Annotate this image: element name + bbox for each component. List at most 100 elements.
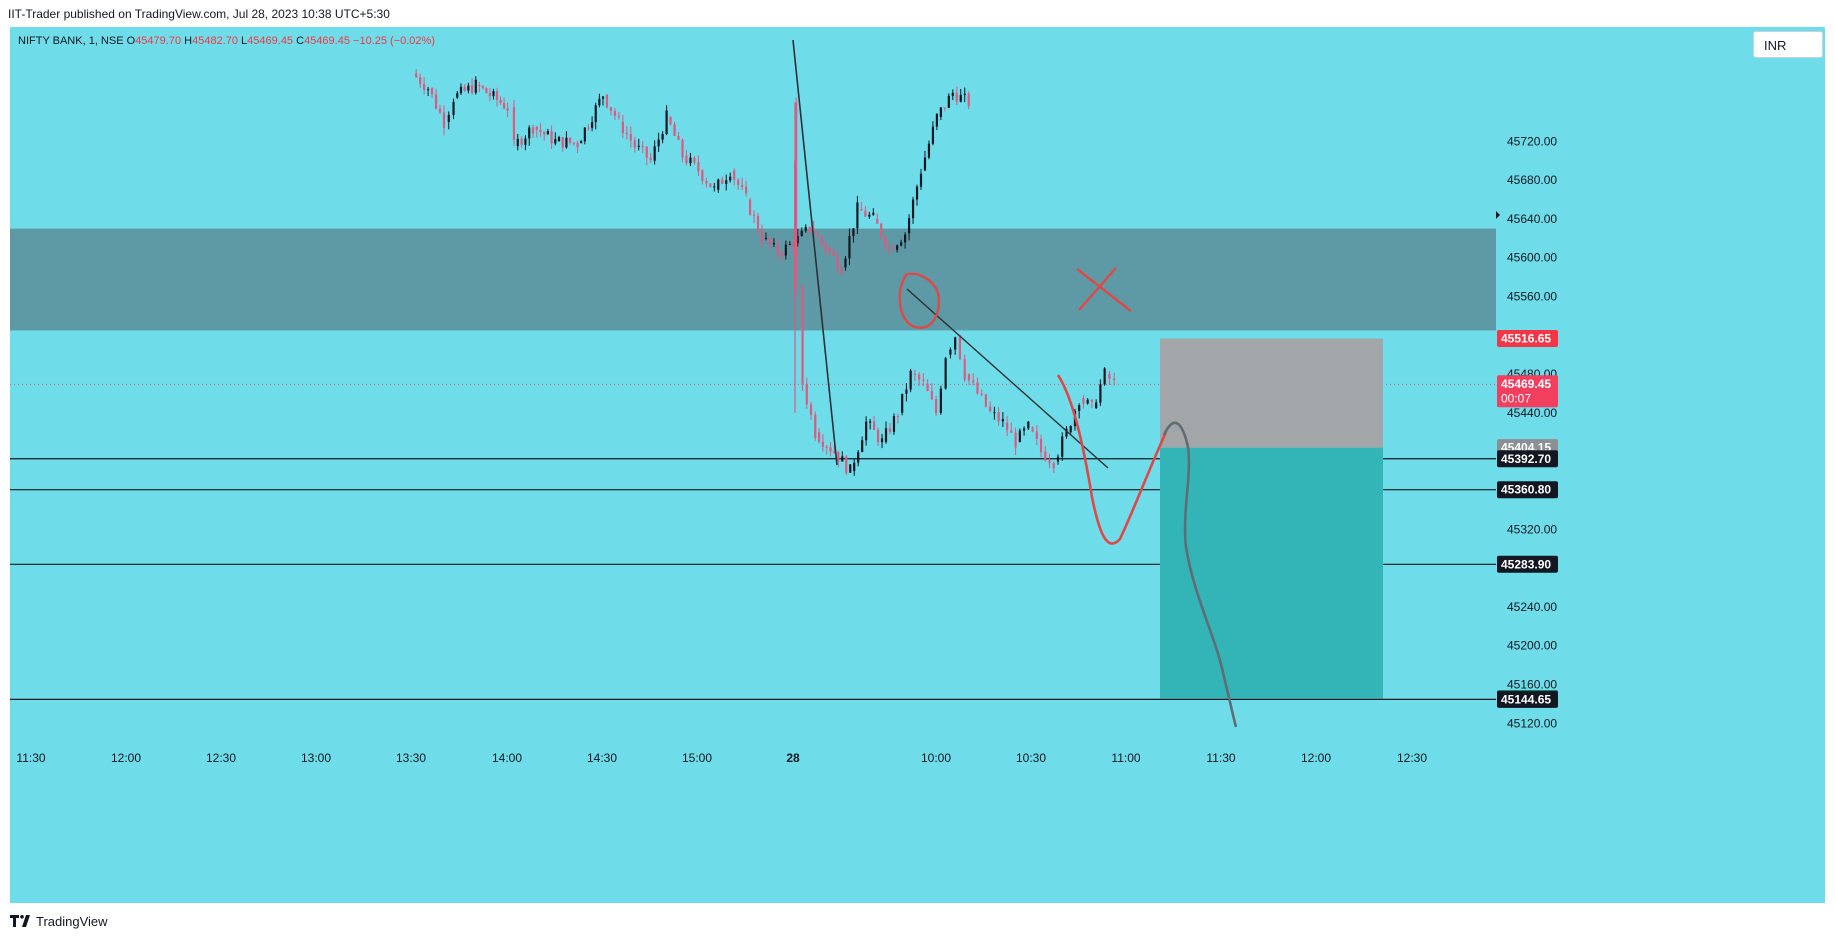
candle [918, 372, 921, 386]
stop-loss-box[interactable] [1160, 338, 1383, 448]
candle [776, 238, 779, 260]
x-tick-label: 12:00 [1301, 751, 1331, 765]
candle [861, 436, 864, 453]
candle [645, 146, 648, 166]
candle [721, 176, 724, 185]
candle [848, 228, 851, 266]
candle [967, 373, 971, 386]
candle [1027, 420, 1030, 431]
candle [959, 88, 962, 103]
price-label-text: 45516.65 [1501, 332, 1551, 346]
candle [701, 169, 704, 185]
legend-close: 45469.45 [304, 35, 350, 47]
price-label-5: 45283.90 [1497, 555, 1558, 573]
candle [657, 132, 660, 152]
candle [900, 239, 903, 247]
chart-area[interactable]: 45720.00 45680.00 45640.00 45600.00 45560.00… [10, 27, 1825, 903]
candle [944, 356, 947, 390]
x-tick-label: 13:00 [301, 751, 331, 765]
trend-line-descending[interactable] [906, 288, 1109, 469]
candle [857, 450, 860, 467]
candle [872, 415, 876, 431]
red-circle-drawing[interactable] [898, 272, 941, 329]
currency-button[interactable]: INR [1753, 31, 1823, 58]
price-label-0: 45516.65 [1497, 330, 1558, 348]
legend-low: 45469.45 [247, 35, 294, 47]
candle [829, 441, 832, 457]
candle [951, 89, 954, 101]
candle [997, 407, 1000, 426]
axis-marker-icon [1496, 211, 1500, 219]
candle [820, 235, 823, 248]
candle [980, 389, 983, 397]
legend-change: −10.25 (−0.02%) [353, 35, 435, 47]
candle [930, 383, 933, 401]
y-tick-label: 45440.00 [1507, 406, 1557, 420]
candle [888, 423, 892, 435]
candle-gap-down [794, 102, 797, 413]
candle [737, 177, 740, 190]
candle [528, 125, 531, 146]
y-tick-label: 45240.00 [1507, 600, 1557, 614]
candle [872, 208, 875, 216]
candle [923, 150, 927, 172]
candle [733, 168, 736, 186]
candle [828, 246, 831, 257]
candle [927, 140, 931, 160]
trend-line-down[interactable] [792, 39, 838, 466]
candle [947, 93, 950, 109]
candle [653, 140, 656, 165]
candle [661, 131, 664, 144]
red-projection-drawing[interactable] [1056, 374, 1168, 545]
candle [876, 427, 880, 447]
candle [884, 421, 888, 444]
candle [748, 197, 752, 216]
legend-ohlc: NIFTY BANK, 1, NSE O45479.70 H45482.70 L… [18, 35, 435, 47]
x-tick-label: 11:30 [1206, 751, 1235, 765]
candle [896, 413, 900, 424]
candle [590, 116, 594, 132]
candle [617, 111, 620, 120]
candle [488, 87, 492, 102]
candle [853, 458, 856, 476]
candle [569, 137, 572, 145]
legend-symbol: NIFTY BANK, 1, NSE [18, 35, 124, 47]
legend-open-label: O [126, 35, 136, 47]
candle [580, 139, 583, 144]
candle [993, 406, 996, 420]
chart-canvas[interactable]: 45720.00 45680.00 45640.00 45600.00 45560.00… [10, 27, 1825, 903]
legend-high-label: H [184, 35, 193, 47]
candle [888, 242, 891, 255]
candle [905, 383, 908, 402]
candle [792, 241, 795, 256]
candle [546, 128, 549, 135]
candle [415, 69, 418, 79]
candle [949, 347, 952, 359]
candle [1048, 454, 1051, 469]
candle [447, 111, 450, 130]
candle [438, 104, 442, 114]
candle [601, 96, 605, 106]
candle [442, 105, 446, 136]
candle [935, 113, 938, 131]
candle [954, 336, 957, 355]
candle [456, 90, 459, 99]
supply-zone-rect[interactable] [10, 228, 1496, 331]
candle [565, 131, 568, 149]
x-tick-label: 10:00 [921, 751, 951, 765]
target-box[interactable] [1160, 447, 1383, 699]
candle [587, 123, 590, 131]
tradingview-brand[interactable]: TradingView [10, 911, 108, 931]
grey-projection-drawing[interactable] [1162, 421, 1238, 728]
candle [939, 385, 942, 415]
tradingview-logo-icon [10, 915, 30, 927]
candle [689, 152, 692, 167]
candle [913, 369, 916, 381]
candle [780, 249, 783, 262]
candle [816, 231, 819, 238]
red-cross-drawing[interactable] [1076, 267, 1132, 312]
candle [784, 240, 787, 260]
y-tick-label: 45680.00 [1507, 173, 1557, 187]
candle [637, 138, 640, 151]
candle [1078, 403, 1081, 419]
